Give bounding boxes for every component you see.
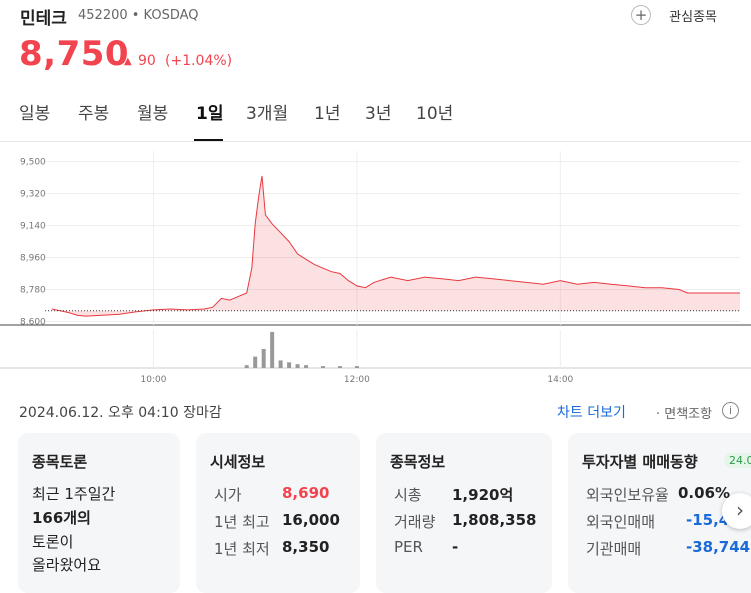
row-key: 1년 최저 (214, 540, 270, 558)
volume-bar (278, 360, 283, 368)
row-key: 외국인보유율 (586, 486, 669, 504)
volume-bar (321, 366, 325, 368)
tab[interactable]: 3년 (365, 104, 392, 124)
row-value: - (452, 538, 459, 556)
y-tick-label: 9,500 (20, 158, 46, 168)
card[interactable]: 종목정보 시총 1,920억 거래량 1,808,358 PER - (376, 433, 552, 593)
disclaimer-text[interactable]: 면책조항 (664, 407, 713, 422)
more-chart[interactable]: 차트 더보기 (557, 405, 626, 421)
row-key: 기관매매 (586, 540, 642, 558)
y-tick-label: 8,600 (20, 317, 46, 327)
card[interactable]: 시세정보 시가 8,690 1년 최고 16,000 1년 최저 8,350 (196, 433, 360, 593)
tab[interactable]: 월봉 (137, 104, 169, 124)
y-tick-label: 9,320 (20, 190, 46, 200)
row-value: 8,690 (282, 484, 330, 502)
tab[interactable]: 1년 (314, 104, 341, 124)
tab[interactable]: 10년 (416, 104, 454, 124)
volume-bar (304, 365, 309, 368)
row-value: 1,920억 (452, 486, 514, 504)
x-tick-label: 14:00 (547, 375, 573, 385)
stock-name: 민테크 (20, 9, 67, 29)
card-text: 166개의 (32, 509, 91, 527)
tab[interactable]: 일봉 (19, 104, 51, 124)
y-tick-label: 9,140 (20, 222, 46, 232)
tab-underline (194, 139, 223, 141)
card[interactable]: 투자자별 매매동향 24.0 외국인보유율 0.06% 외국인매매 -15,4 … (568, 433, 751, 593)
date: 2024.06.12. 오후 04:10 장마감 (19, 405, 222, 421)
price-line (51, 175, 740, 317)
watch-icon[interactable]: + (631, 5, 651, 25)
volume-bar (295, 364, 300, 368)
divider (0, 141, 751, 142)
volume-bar (261, 349, 266, 368)
row-value: 1,808,358 (452, 511, 537, 529)
row-key: 1년 최고 (214, 513, 270, 531)
card-title: 종목정보 (390, 453, 446, 471)
volume-bar (253, 356, 258, 368)
row-key: 시가 (214, 486, 242, 504)
row-value: -38,744 (686, 538, 751, 556)
x-tick-label: 10:00 (141, 375, 167, 385)
row-key: 외국인매매 (586, 513, 656, 531)
tab[interactable]: 3개월 (246, 104, 289, 124)
y-tick-label: 8,780 (20, 285, 46, 295)
change-pct: (+1.04%) (165, 53, 233, 69)
row-value: 16,000 (282, 511, 340, 529)
stock-code: 452200 • KOSDAQ (78, 8, 199, 23)
volume-bar (337, 366, 342, 368)
change: 90 (138, 53, 156, 69)
card-title: 종목토론 (32, 453, 88, 471)
card-text: 최근 1주일간 (32, 485, 116, 503)
card[interactable]: 종목토론 최근 1주일간 166개의 토론이 올라왔어요 (18, 433, 180, 593)
row-key: 거래량 (394, 513, 436, 531)
price: 8,750 (19, 34, 130, 74)
row-key: PER (394, 538, 423, 556)
up-arrow: ▲ (124, 56, 132, 67)
watch-button[interactable]: 관심종목 (669, 10, 717, 25)
card-text: 올라왔어요 (32, 556, 102, 574)
row-key: 시총 (394, 486, 422, 504)
chart: 8,600 8,780 8,960 9,140 9,320 9,500 10:00 12:00… (0, 151, 751, 385)
info-icon[interactable]: i (722, 402, 739, 419)
volume-bar (354, 366, 359, 368)
card-text: 토론이 (32, 533, 74, 551)
x-tick-label: 12:00 (344, 375, 370, 385)
y-tick-label: 8,960 (20, 254, 46, 264)
badge: 24.0 (724, 453, 751, 468)
volume-bar (244, 365, 249, 368)
price-area (51, 175, 741, 317)
card-title: 투자자별 매매동향 (582, 453, 698, 471)
card-title: 시세정보 (210, 453, 266, 471)
disclaimer[interactable]: · 면책조항 (656, 407, 713, 422)
volume-bar (287, 362, 292, 368)
tab-active[interactable]: 1일 (196, 104, 224, 124)
tab[interactable]: 주봉 (78, 104, 110, 124)
volume-bar (270, 331, 275, 368)
row-value: 0.06% (678, 484, 731, 502)
row-value: -15,4 (686, 511, 730, 529)
row-value: 8,350 (282, 538, 330, 556)
next-button[interactable]: › (722, 493, 751, 529)
